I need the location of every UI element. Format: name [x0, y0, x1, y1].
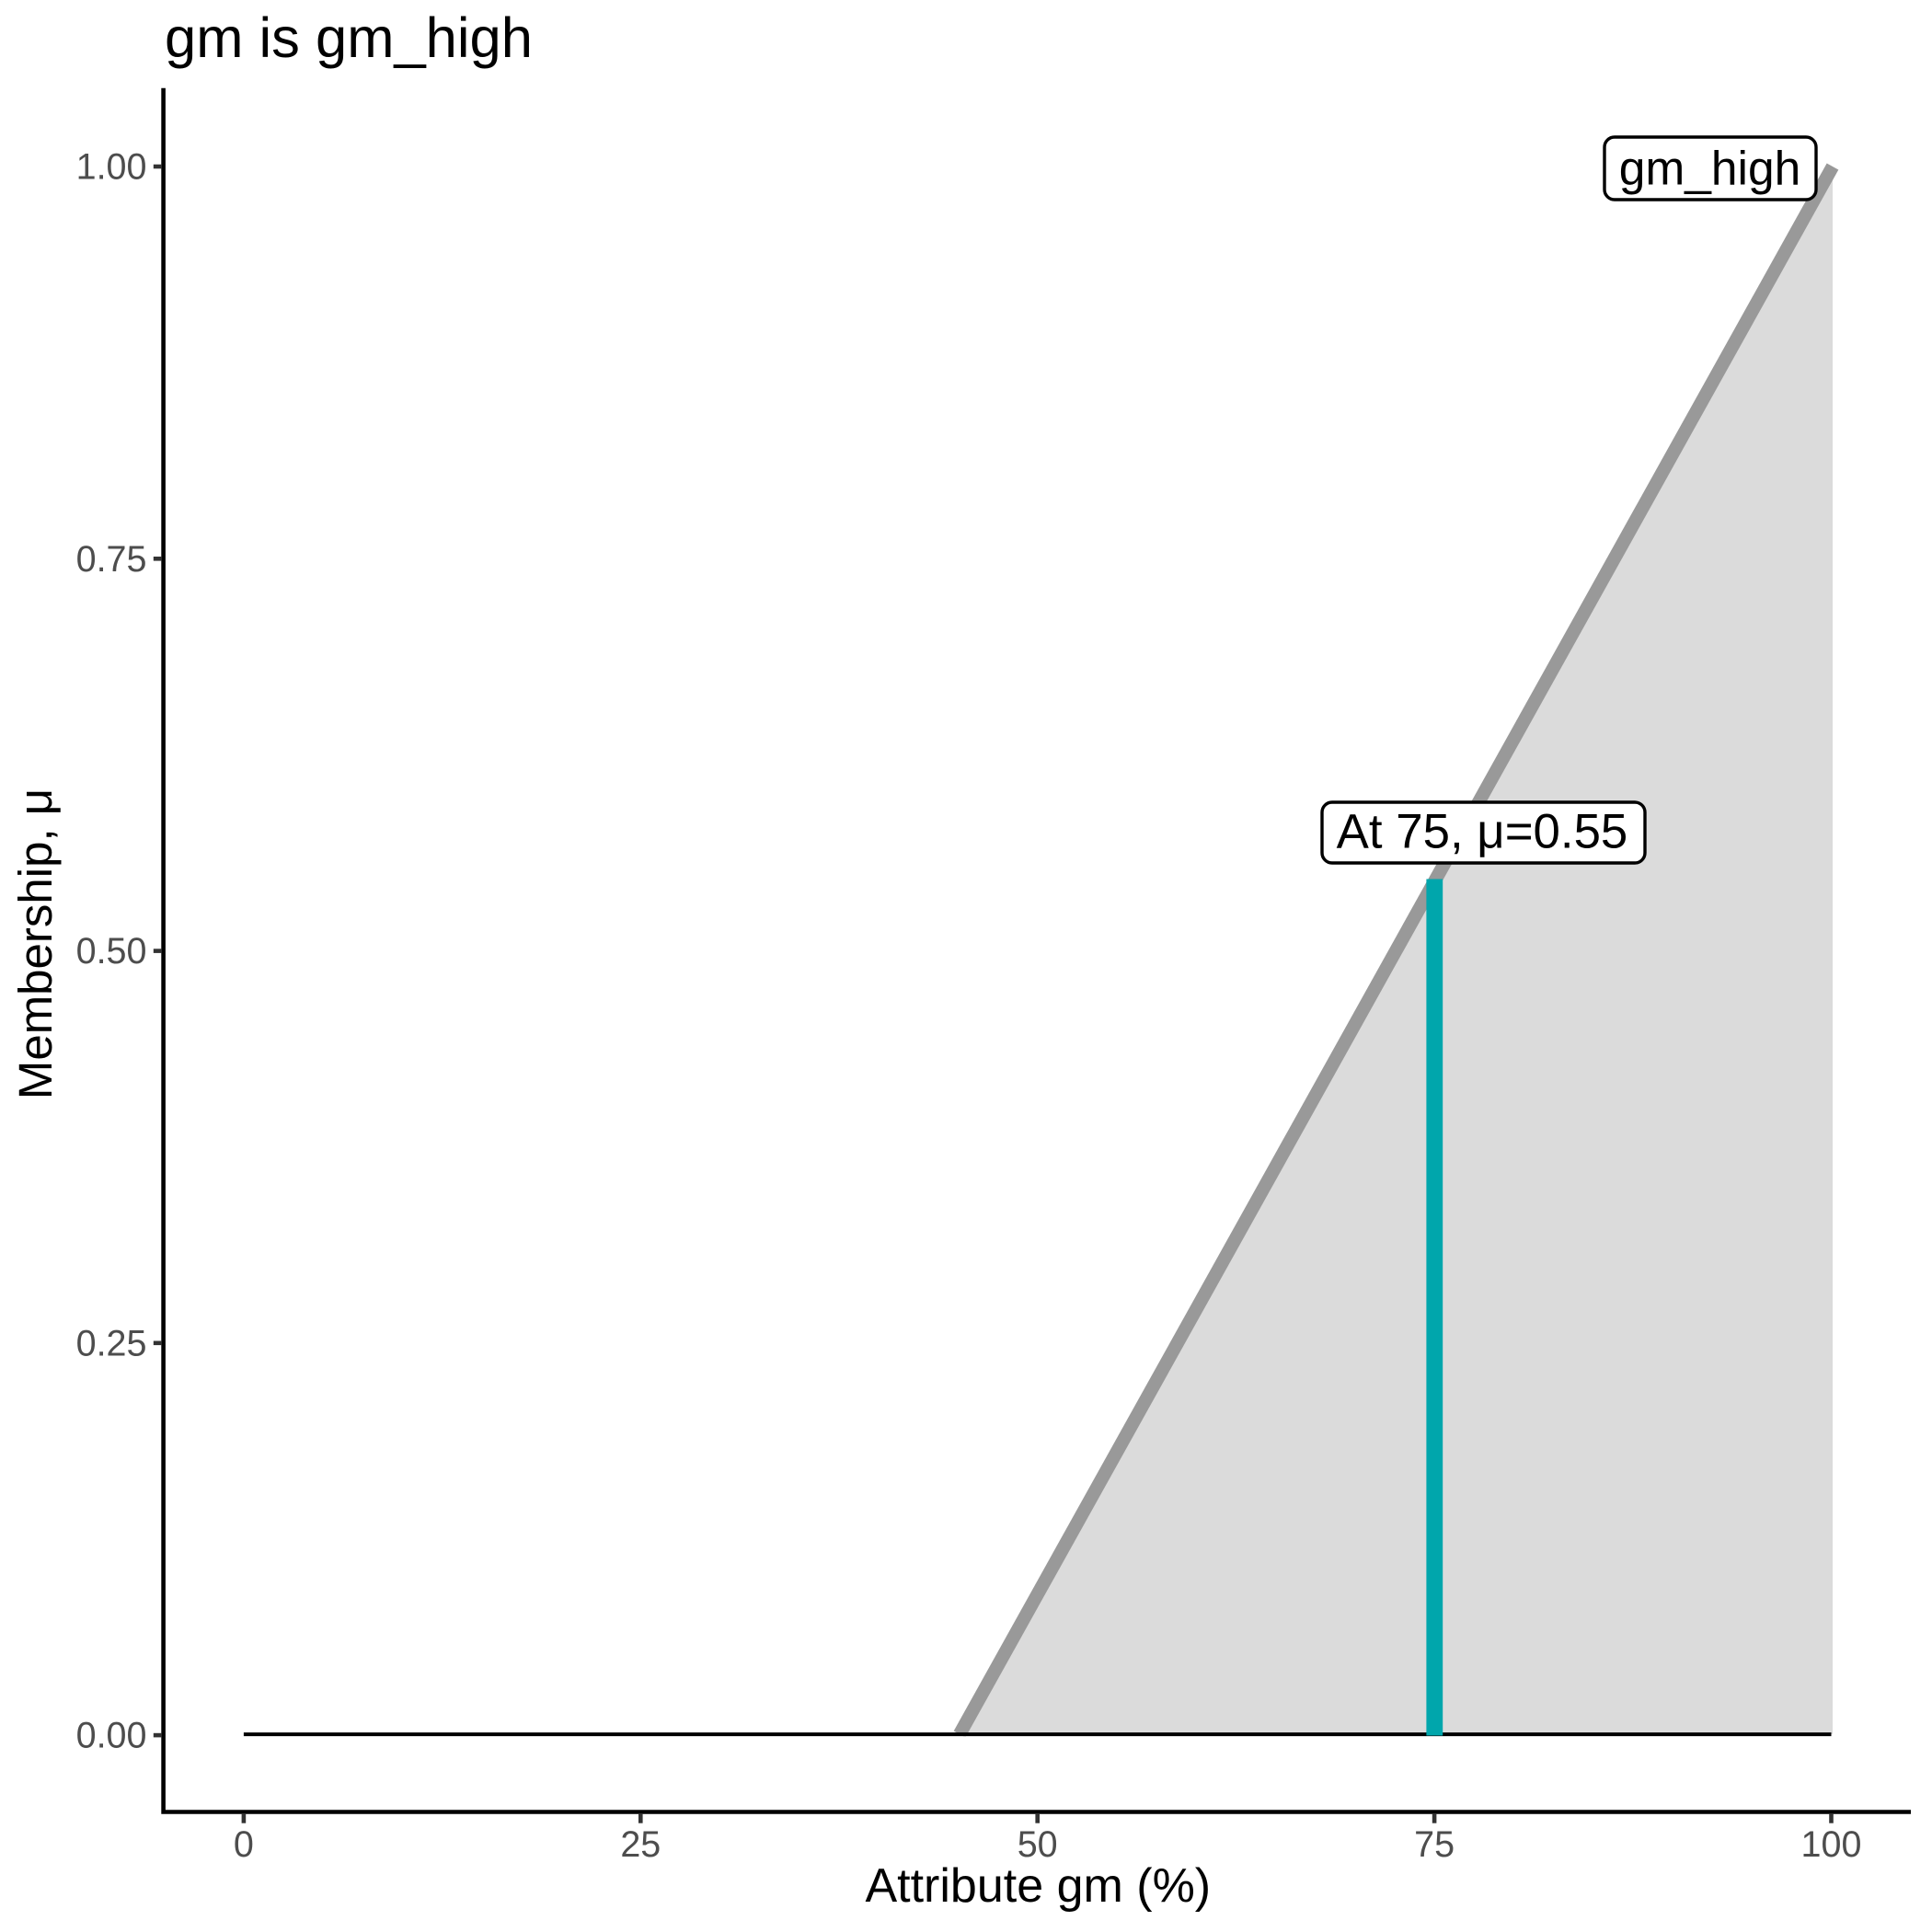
svg-text:0.00: 0.00	[76, 1716, 147, 1756]
svg-text:0.75: 0.75	[76, 539, 147, 580]
svg-text:gm_high: gm_high	[1619, 142, 1801, 195]
svg-text:gm is gm_high: gm is gm_high	[165, 6, 533, 70]
svg-text:Attribute gm (%): Attribute gm (%)	[865, 1859, 1211, 1913]
svg-text:100: 100	[1801, 1824, 1862, 1865]
svg-text:50: 50	[1018, 1824, 1058, 1865]
svg-text:1.00: 1.00	[76, 147, 147, 188]
svg-text:75: 75	[1414, 1824, 1455, 1865]
svg-text:25: 25	[620, 1824, 661, 1865]
svg-text:At 75, μ=0.55: At 75, μ=0.55	[1337, 805, 1628, 859]
svg-text:0: 0	[234, 1824, 254, 1865]
svg-text:0.50: 0.50	[76, 931, 147, 972]
svg-text:Membership, μ: Membership, μ	[9, 788, 62, 1099]
svg-text:0.25: 0.25	[76, 1323, 147, 1363]
